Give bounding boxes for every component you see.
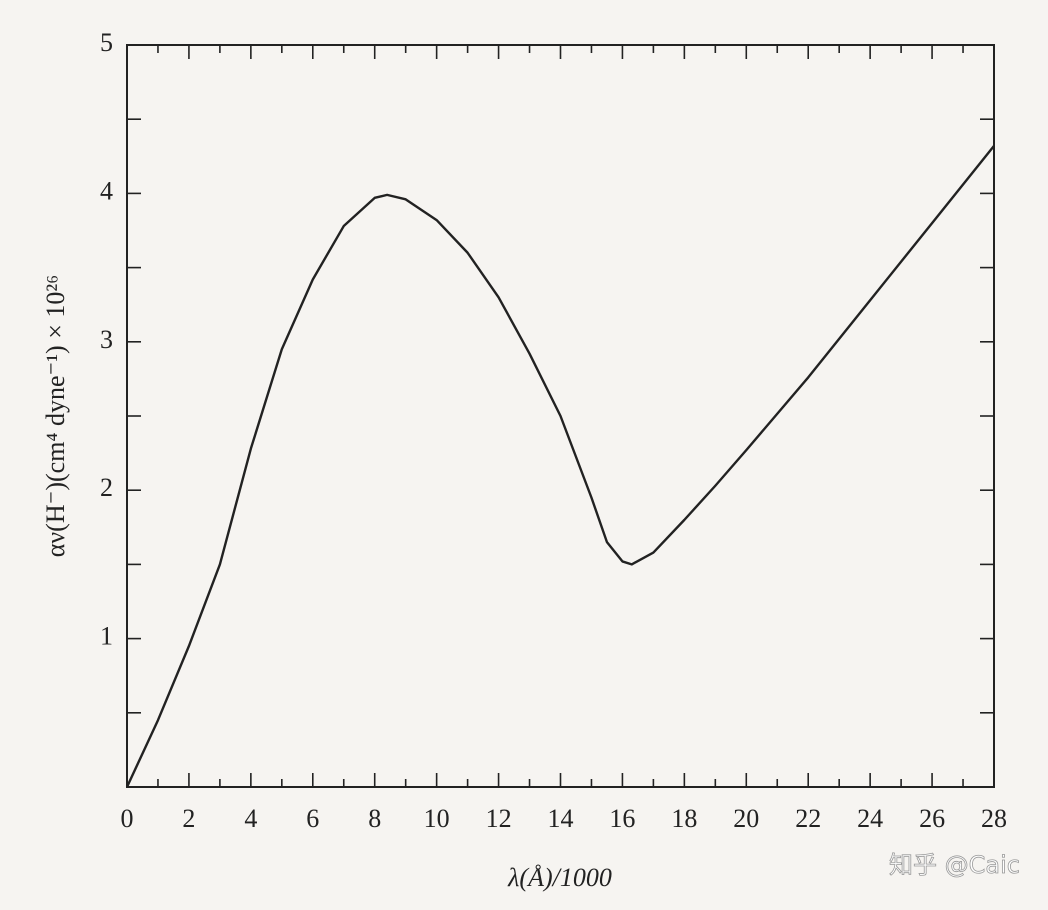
x-axis-label: λ(Å)/1000 bbox=[507, 863, 612, 892]
data-line bbox=[125, 145, 995, 788]
y-tick-label: 4 bbox=[100, 176, 113, 205]
y-tick-label: 2 bbox=[100, 473, 113, 502]
y-tick-label: 3 bbox=[100, 325, 113, 354]
x-tick-label: 28 bbox=[981, 804, 1007, 833]
x-tick-label: 10 bbox=[424, 804, 450, 833]
y-tick-label: 1 bbox=[100, 622, 113, 651]
x-tick-label: 24 bbox=[857, 804, 883, 833]
y-tick-label: 5 bbox=[100, 28, 113, 57]
x-tick-label: 2 bbox=[182, 804, 195, 833]
watermark: 知乎 @Caic bbox=[889, 851, 1020, 879]
x-tick-label: 18 bbox=[671, 804, 697, 833]
x-tick-label: 12 bbox=[486, 804, 512, 833]
x-tick-label: 8 bbox=[368, 804, 381, 833]
x-tick-label: 20 bbox=[733, 804, 759, 833]
x-tick-label: 14 bbox=[548, 804, 574, 833]
x-tick-label: 16 bbox=[609, 804, 635, 833]
y-axis-label: αν(H⁻)(cm⁴ dyne⁻¹) × 10²⁶ bbox=[41, 275, 70, 557]
x-tick-label: 22 bbox=[795, 804, 821, 833]
x-tick-label: 0 bbox=[121, 804, 134, 833]
x-tick-label: 26 bbox=[919, 804, 945, 833]
x-tick-label: 6 bbox=[306, 804, 319, 833]
x-tick-label: 4 bbox=[244, 804, 257, 833]
